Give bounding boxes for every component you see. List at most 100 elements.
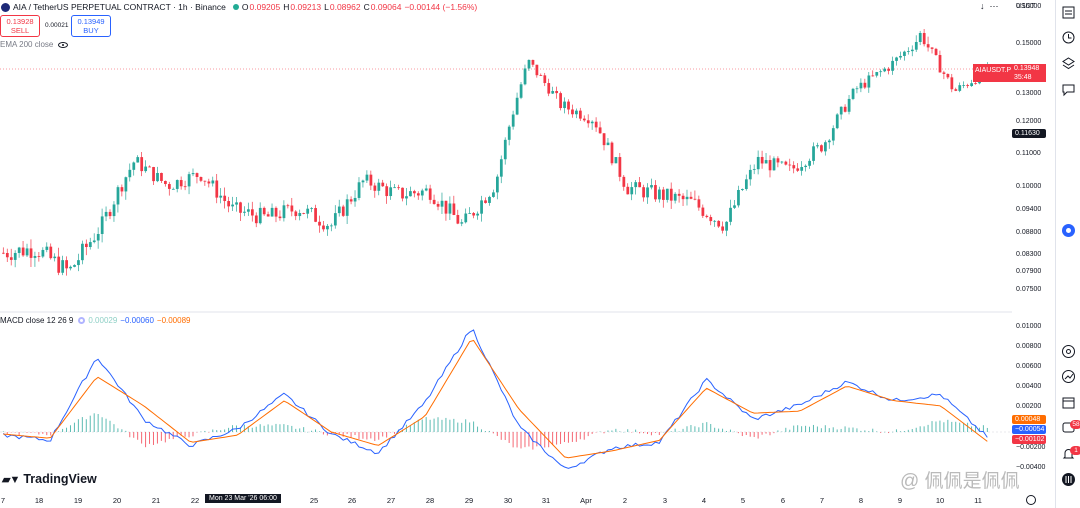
macd-histogram-bar — [575, 432, 577, 442]
calendar-icon[interactable] — [1061, 395, 1076, 410]
candle — [460, 222, 464, 224]
price-tick: 0.13000 — [1016, 90, 1042, 97]
macd-histogram-bar — [322, 432, 324, 435]
price-tick: 0.09400 — [1016, 206, 1042, 213]
candle — [183, 186, 187, 188]
macd-histogram-bar — [69, 425, 71, 432]
macd-histogram-bar — [307, 431, 309, 433]
chat-icon[interactable] — [1061, 82, 1076, 97]
watermark-text: @ 佩佩是佩佩 — [900, 471, 1020, 492]
candle — [665, 188, 669, 200]
macd-histogram-bar — [631, 432, 633, 433]
macd-histogram-bar — [97, 413, 99, 432]
candle — [140, 157, 144, 172]
sell-button[interactable]: 0.13928 SELL — [0, 15, 40, 37]
candle — [314, 208, 317, 222]
candle — [958, 85, 962, 91]
macd-histogram-bar — [516, 432, 518, 448]
eye-icon[interactable] — [58, 41, 69, 48]
macd-histogram-bar — [540, 432, 542, 446]
layers-icon[interactable] — [1061, 56, 1076, 71]
arrow-down-icon[interactable]: ↓ — [980, 1, 985, 11]
indicator-settings-icon[interactable] — [78, 317, 86, 324]
candle — [389, 187, 393, 197]
time-tick: Apr — [580, 496, 592, 505]
candle — [302, 213, 306, 214]
macd-histogram-bar — [726, 430, 728, 432]
more-icon[interactable]: ⋯ — [989, 1, 999, 11]
macd-histogram-bar — [615, 428, 617, 432]
macd-histogram-bar — [441, 419, 443, 432]
ema-legend[interactable]: EMA 200 close — [0, 40, 69, 49]
macd-histogram-bar — [595, 432, 597, 433]
buy-price: 0.13949 — [77, 17, 105, 26]
macd-histogram-bar — [488, 430, 490, 432]
currency-label[interactable]: USDT — [1016, 3, 1036, 10]
candle — [416, 193, 420, 196]
target-icon[interactable] — [1061, 344, 1076, 359]
candle — [262, 207, 266, 215]
macd-histogram-bar — [793, 425, 795, 432]
watchlist-icon[interactable] — [1061, 5, 1076, 20]
spread-value: 0.00021 — [45, 22, 69, 29]
candle — [274, 207, 278, 217]
macd-histogram-bar — [872, 428, 874, 432]
candle — [511, 114, 515, 127]
symbol-title[interactable]: AIA / TetherUS PERPETUAL CONTRACT · 1h ·… — [13, 2, 226, 12]
candle — [2, 252, 5, 254]
clock-icon[interactable] — [1061, 30, 1076, 45]
macd-histogram-bar — [714, 427, 716, 432]
macd-histogram-bar — [571, 432, 573, 442]
candle — [543, 75, 547, 84]
macd-histogram-bar — [141, 432, 143, 444]
macd-histogram-bar — [801, 426, 803, 432]
macd-histogram-bar — [627, 429, 629, 432]
time-tick: 26 — [347, 496, 357, 505]
assistant-icon[interactable] — [1061, 223, 1076, 238]
candle — [353, 197, 357, 202]
candle — [859, 82, 863, 89]
macd-histogram-bar — [354, 432, 356, 436]
macd-histogram-bar — [46, 432, 48, 436]
macd-histogram-bar — [484, 431, 486, 432]
macd-histogram-bar — [911, 429, 913, 432]
chart-area[interactable] — [0, 0, 1012, 508]
macd-histogram-bar — [204, 430, 206, 432]
candle — [626, 186, 630, 195]
candle — [397, 187, 400, 189]
macd-histogram-bar — [903, 431, 905, 432]
candle — [29, 248, 33, 258]
candle — [432, 199, 436, 204]
candle — [195, 173, 199, 178]
macd-histogram-bar — [192, 432, 194, 437]
gear-icon[interactable] — [1026, 495, 1036, 505]
time-tick: 19 — [73, 496, 83, 505]
candles-series — [2, 29, 989, 276]
candle — [950, 77, 954, 90]
macd-histogram-bar — [14, 432, 16, 433]
buy-button[interactable]: 0.13949 BUY — [71, 15, 111, 37]
candle — [104, 211, 108, 217]
candle — [164, 180, 167, 185]
macd-signal-value: −0.00089 — [156, 316, 191, 325]
grid-icon[interactable] — [1061, 472, 1076, 487]
macd-histogram-bar — [267, 424, 269, 432]
macd-histogram-bar — [536, 432, 538, 447]
candle — [318, 221, 321, 226]
trending-icon[interactable] — [1061, 369, 1076, 384]
macd-histogram-bar — [263, 425, 265, 432]
macd-histogram-bar — [133, 432, 135, 438]
candle — [622, 176, 626, 187]
macd-histogram-bar — [89, 415, 91, 432]
macd-histogram-bar — [907, 429, 909, 432]
macd-histogram-bar — [737, 432, 739, 434]
candle — [831, 128, 835, 141]
macd-histogram-bar — [311, 430, 313, 432]
macd-legend[interactable]: MACD close 12 26 9 0.00029 −0.00060 −0.0… — [0, 316, 190, 325]
macd-histogram-bar — [544, 432, 546, 448]
macd-histogram-bar — [370, 432, 372, 439]
candle — [879, 71, 883, 73]
tradingview-logo[interactable]: ▰▼ TradingView — [2, 472, 97, 486]
candle — [606, 142, 610, 146]
macd-histogram-bar — [30, 432, 32, 433]
